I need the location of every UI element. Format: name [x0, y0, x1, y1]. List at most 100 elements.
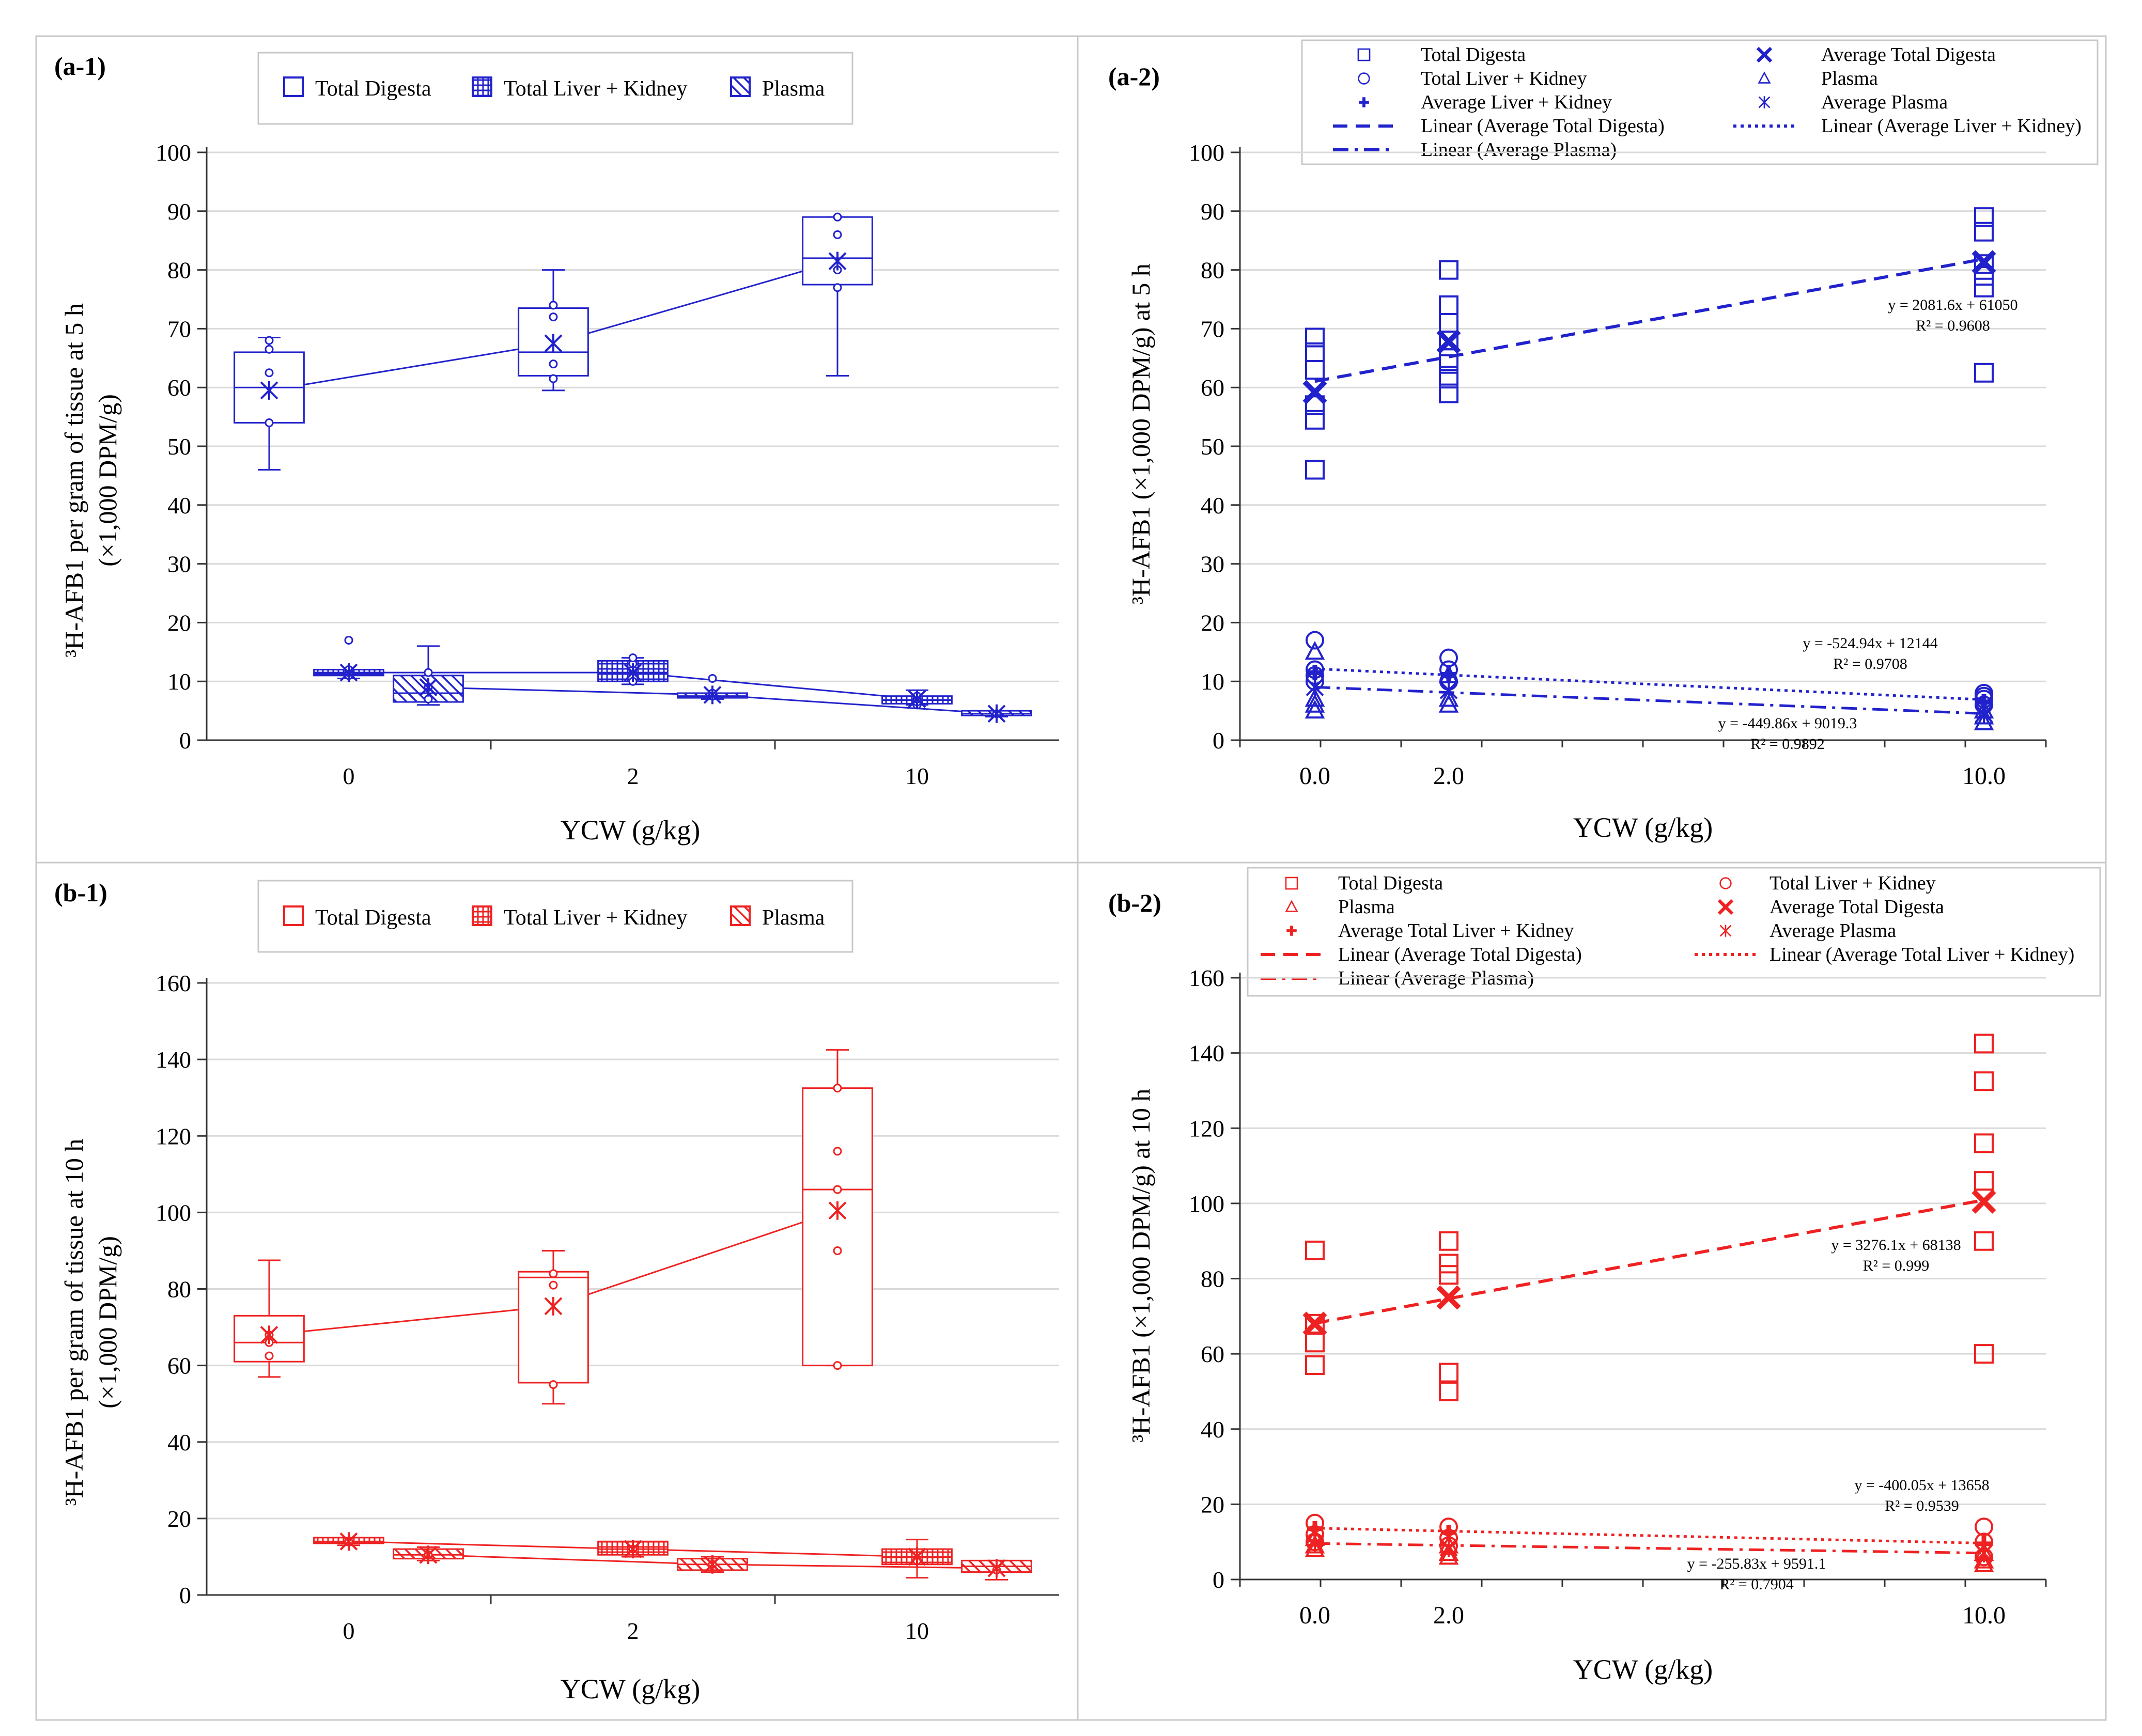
mean-marker: [544, 1296, 563, 1316]
series-plasma: [1305, 641, 1994, 730]
point-average-total-digesta: [1972, 1189, 1996, 1214]
panel-a1-frame: [35, 35, 1079, 864]
legend-label-liver-kidney: Total Liver + Kidney: [504, 77, 687, 101]
data-point: [549, 1280, 558, 1290]
mean-marker: [703, 1555, 722, 1574]
point-average-plasma: [1975, 704, 1993, 723]
point-average-total-digesta: [1972, 250, 1996, 275]
box-total-liver-kidney-0: [313, 636, 384, 682]
point-total-digesta-shape: [1439, 1231, 1458, 1251]
y-tick-label: 50: [167, 433, 191, 460]
data-point: [833, 212, 842, 222]
point-total-digesta-shape: [1305, 327, 1325, 348]
mean-marker-shape: [908, 1547, 926, 1566]
legend-marker-shape: [1756, 46, 1773, 63]
x-tick-label: 0.0: [1299, 1602, 1330, 1629]
data-point: [833, 1147, 842, 1156]
point-plasma-shape: [1305, 699, 1325, 719]
point-average-total-digesta-shape: [1436, 329, 1461, 354]
point-total-digesta: [1439, 1254, 1458, 1274]
point-total-digesta-shape: [1974, 254, 1994, 274]
point-plasma: [1974, 711, 1994, 730]
legend-label: Linear (Average Total Liver + Kidney): [1770, 944, 2074, 965]
point-total-digesta: [1305, 410, 1325, 430]
x-axis-label: YCW (g/kg): [561, 815, 700, 846]
y-tick-label: 0: [1213, 1567, 1224, 1593]
data-point: [833, 1185, 842, 1194]
point-plasma-shape: [1438, 694, 1459, 713]
point-total-digesta: [1974, 1133, 1994, 1153]
legend-marker-shape: [1285, 900, 1298, 912]
point-average-liver-kidney-shape: [1441, 666, 1456, 682]
trendline-linear-average-plasma: [1314, 685, 1984, 715]
box-iqr: [802, 216, 873, 286]
mean-marker-shape: [703, 1555, 722, 1574]
series-average-plasma: [1306, 1534, 1993, 1563]
mean-marker: [339, 1532, 358, 1551]
mean-marker: [703, 685, 722, 705]
y-tick-label: 10: [167, 668, 191, 695]
box-total-liver-kidney-0: [313, 1532, 384, 1551]
data-point: [344, 636, 353, 645]
plot-area: 0 20 40 60 80 100 120 140 160 0 2 10: [156, 970, 1059, 1644]
point-plasma-shape: [1438, 688, 1459, 707]
point-total-liver-kidney-shape: [1306, 631, 1324, 650]
legend-label: Average Total Digesta: [1770, 896, 1944, 918]
legend-item-linear-average-plasma: Linear (Average Plasma): [1333, 139, 1617, 161]
point-average-total-digesta: [1436, 329, 1461, 354]
y-tick-label: 30: [1201, 551, 1224, 577]
point-plasma: [1974, 1550, 1994, 1569]
legend-item-total-digesta: Total Digesta: [1357, 44, 1526, 66]
point-total-digesta-shape: [1974, 1231, 1994, 1251]
legend-marker: [1357, 48, 1371, 61]
legend-label: Plasma: [1338, 896, 1395, 918]
y-tick-label: 40: [1201, 1416, 1224, 1443]
legend-item-linear-average-liver-kidney: Linear (Average Liver + Kidney): [1733, 115, 2082, 137]
box-total-digesta-2: [802, 212, 873, 377]
y-tick-label: 140: [1189, 1040, 1224, 1067]
legend-swatch-total-digesta: [283, 905, 304, 926]
legend-label: Average Total Digesta: [1821, 44, 1996, 66]
trendline-equation: y = -449.86x + 9019.3: [1718, 715, 1857, 732]
data-point: [833, 230, 842, 239]
point-total-liver-kidney: [1306, 631, 1324, 650]
legend-label: Linear (Average Total Digesta): [1421, 115, 1665, 137]
legend-label: Total Digesta: [1421, 44, 1526, 66]
trendline-r2: R² = 0.9892: [1750, 736, 1824, 753]
legend-box: [257, 880, 853, 953]
point-total-digesta: [1974, 1344, 1994, 1364]
y-tick-label: 10: [1201, 668, 1224, 695]
point-total-liver-kidney-shape: [1975, 1518, 1993, 1537]
box-plasma-0: [393, 645, 464, 706]
y-tick-label: 80: [167, 257, 191, 284]
y-tick-label: 30: [167, 551, 191, 577]
point-total-digesta: [1305, 1240, 1325, 1260]
data-point: [833, 283, 842, 292]
point-average-plasma: [1975, 1544, 1993, 1563]
series-average-liver-kidney: [1307, 665, 1992, 710]
data-point: [549, 301, 558, 310]
point-total-digesta: [1974, 265, 1994, 286]
legend-box: [257, 52, 853, 125]
panel-label: (b-2): [1108, 888, 1161, 917]
legend-item-total-digesta: Total Digesta: [1285, 872, 1443, 894]
point-total-digesta-shape: [1305, 1313, 1325, 1334]
panel-label: (b-1): [54, 878, 107, 907]
point-plasma-shape: [1305, 641, 1325, 660]
point-total-digesta: [1974, 222, 1994, 242]
panel-b1: (b-1) Total Digesta Total Liver + Kidney…: [54, 878, 1059, 1704]
point-plasma: [1438, 1546, 1459, 1565]
mean-marker-shape: [703, 685, 722, 705]
y-tick-label: 100: [156, 1199, 191, 1226]
y-tick-label: 20: [167, 1506, 191, 1532]
y-tick-label: 20: [167, 609, 191, 636]
point-plasma: [1305, 688, 1325, 707]
point-average-plasma-shape: [1975, 1544, 1993, 1563]
y-axis-label: ³H-AFB1 per gram of tissue at 5 h: [59, 303, 88, 658]
point-total-digesta-shape: [1974, 1071, 1994, 1091]
point-average-liver-kidney: [1441, 666, 1456, 682]
legend-item-total-liver-kidney: Total Liver + Kidney: [1358, 68, 1587, 89]
y-tick-label: 100: [1189, 139, 1224, 166]
